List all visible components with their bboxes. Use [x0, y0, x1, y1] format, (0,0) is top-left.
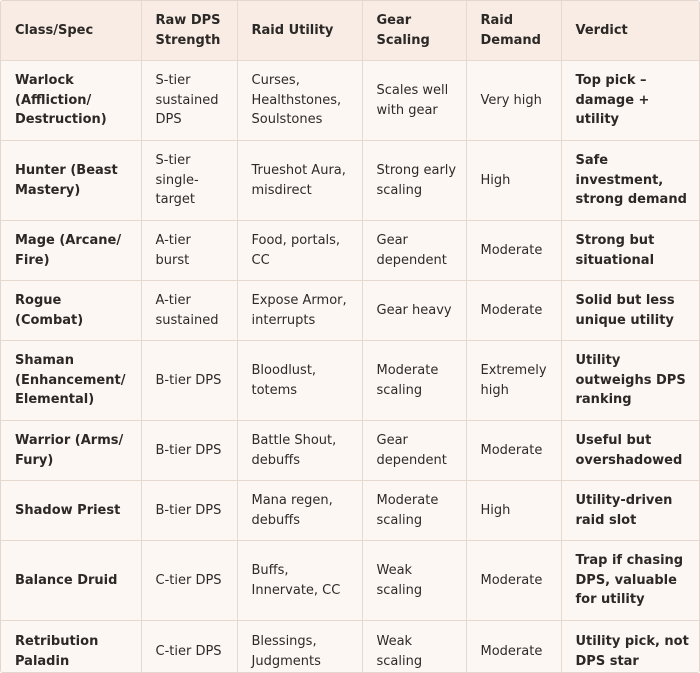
- gear-scaling-cell: Gear heavy: [361, 280, 467, 341]
- table-row: Shaman (Enhancement/ Elemental) B-tier DP…: [1, 340, 699, 421]
- class-spec-cell: Mage (Arcane/ Fire): [1, 220, 142, 281]
- class-spec-cell: Warrior (Arms/ Fury): [1, 420, 142, 481]
- raw-dps-cell: C-tier DPS: [140, 620, 238, 672]
- raid-utility-cell: Bloodlust, totems: [236, 340, 363, 421]
- raw-dps-cell: B-tier DPS: [140, 340, 238, 421]
- raid-utility-cell: Blessings, Judgments: [236, 620, 363, 672]
- raid-utility-cell: Buffs, Innervate, CC: [236, 540, 363, 621]
- table-row: Warrior (Arms/ Fury) B-tier DPS Battle Sho…: [1, 420, 699, 481]
- header-raid-utility: Raid Utility: [236, 1, 363, 61]
- table-row: Retribution Paladin C-tier DPS Blessings, …: [1, 620, 699, 672]
- table-row: Hunter (Beast Mastery) S-tier single-targ…: [1, 140, 699, 221]
- raid-utility-cell: Food, portals, CC: [236, 220, 363, 281]
- table-row: Mage (Arcane/ Fire) A-tier burst Food, por…: [1, 220, 699, 281]
- header-class-spec: Class/Spec: [1, 1, 142, 61]
- raid-demand-cell: High: [465, 480, 562, 541]
- verdict-cell: Safe investment, strong demand: [560, 140, 699, 221]
- raw-dps-cell: S-tier sustained DPS: [140, 60, 238, 141]
- raid-demand-cell: Moderate: [465, 420, 562, 481]
- class-spec-cell: Hunter (Beast Mastery): [1, 140, 142, 221]
- header-gear-scaling: Gear Scaling: [361, 1, 467, 61]
- raid-utility-cell: Mana regen, debuffs: [236, 480, 363, 541]
- table-row: Balance Druid C-tier DPS Buffs, Innervate,…: [1, 540, 699, 621]
- table-row: Warlock (Affliction/ Destruction) S-tier …: [1, 60, 699, 141]
- raid-utility-cell: Battle Shout, debuffs: [236, 420, 363, 481]
- verdict-cell: Solid but less unique utility: [560, 280, 699, 341]
- raid-demand-cell: High: [465, 140, 562, 221]
- raid-utility-cell: Expose Armor, interrupts: [236, 280, 363, 341]
- verdict-cell: Useful but overshadowed: [560, 420, 699, 481]
- gear-scaling-cell: Moderate scaling: [361, 480, 467, 541]
- verdict-cell: Strong but situational: [560, 220, 699, 281]
- raw-dps-cell: C-tier DPS: [140, 540, 238, 621]
- verdict-cell: Trap if chasing DPS, valuable for utilit…: [560, 540, 699, 621]
- gear-scaling-cell: Gear dependent: [361, 220, 467, 281]
- class-spec-cell: Shaman (Enhancement/ Elemental): [1, 340, 142, 421]
- header-verdict: Verdict: [560, 1, 699, 61]
- raid-demand-cell: Extremely high: [465, 340, 562, 421]
- gear-scaling-cell: Strong early scaling: [361, 140, 467, 221]
- table-body: Warlock (Affliction/ Destruction) S-tier …: [1, 60, 699, 672]
- gear-scaling-cell: Moderate scaling: [361, 340, 467, 421]
- raid-demand-cell: Moderate: [465, 280, 562, 341]
- gear-scaling-cell: Scales well with gear: [361, 60, 467, 141]
- class-spec-cell: Shadow Priest: [1, 480, 142, 541]
- raw-dps-cell: S-tier single-target: [140, 140, 238, 221]
- verdict-cell: Top pick – damage + utility: [560, 60, 699, 141]
- raid-demand-cell: Moderate: [465, 620, 562, 672]
- verdict-cell: Utility-driven raid slot: [560, 480, 699, 541]
- raw-dps-cell: A-tier sustained: [140, 280, 238, 341]
- table-row: Shadow Priest B-tier DPS Mana regen, debuf…: [1, 480, 699, 541]
- class-spec-cell: Balance Druid: [1, 540, 142, 621]
- class-spec-cell: Rogue (Combat): [1, 280, 142, 341]
- raid-demand-cell: Moderate: [465, 220, 562, 281]
- raw-dps-cell: A-tier burst: [140, 220, 238, 281]
- header-raid-demand: Raid Demand: [465, 1, 562, 61]
- gear-scaling-cell: Weak scaling: [361, 540, 467, 621]
- header-raw-dps-strength: Raw DPS Strength: [140, 1, 238, 61]
- class-spec-cell: Retribution Paladin: [1, 620, 142, 672]
- raw-dps-cell: B-tier DPS: [140, 480, 238, 541]
- raw-dps-cell: B-tier DPS: [140, 420, 238, 481]
- gear-scaling-cell: Gear dependent: [361, 420, 467, 481]
- verdict-cell: Utility outweighs DPS ranking: [560, 340, 699, 421]
- class-spec-cell: Warlock (Affliction/ Destruction): [1, 60, 142, 141]
- raid-demand-cell: Moderate: [465, 540, 562, 621]
- header-row: Class/Spec Raw DPS Strength Raid Utility…: [1, 1, 699, 61]
- raid-demand-cell: Very high: [465, 60, 562, 141]
- gear-scaling-cell: Weak scaling: [361, 620, 467, 672]
- table-row: Rogue (Combat) A-tier sustained Expose Arm…: [1, 280, 699, 341]
- table-header: Class/Spec Raw DPS Strength Raid Utility…: [1, 1, 699, 61]
- verdict-cell: Utility pick, not DPS star: [560, 620, 699, 672]
- raid-utility-cell: Trueshot Aura, misdirect: [236, 140, 363, 221]
- raid-utility-cell: Curses, Healthstones, Soulstones: [236, 60, 363, 141]
